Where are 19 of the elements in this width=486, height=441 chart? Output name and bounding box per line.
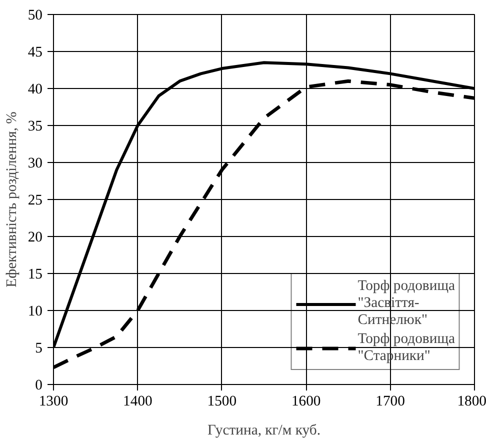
y-tick-label: 20 (28, 230, 42, 246)
x-tick-label: 1500 (207, 394, 237, 410)
y-tick-label: 10 (28, 304, 42, 320)
x-tick-label: 1600 (291, 394, 321, 410)
x-tick-label: 1300 (38, 394, 68, 410)
y-tick-label: 45 (28, 44, 42, 60)
x-axis-title: Густина, кг/м куб. (208, 422, 321, 438)
y-tick-label: 25 (28, 192, 42, 208)
y-tick-label: 50 (28, 8, 42, 24)
x-tick-label: 1700 (376, 394, 405, 410)
y-axis-title: Ефективність розділення, % (4, 112, 20, 288)
y-tick-label: 5 (35, 340, 42, 356)
x-tick-label: 1800 (457, 394, 486, 410)
y-tick-label: 40 (28, 82, 42, 98)
y-tick-label: 0 (35, 378, 42, 394)
y-tick-label: 35 (28, 118, 42, 134)
y-tick-label: 15 (28, 266, 42, 282)
y-tick-label: 30 (28, 156, 42, 172)
x-tick-label: 1400 (123, 394, 152, 410)
